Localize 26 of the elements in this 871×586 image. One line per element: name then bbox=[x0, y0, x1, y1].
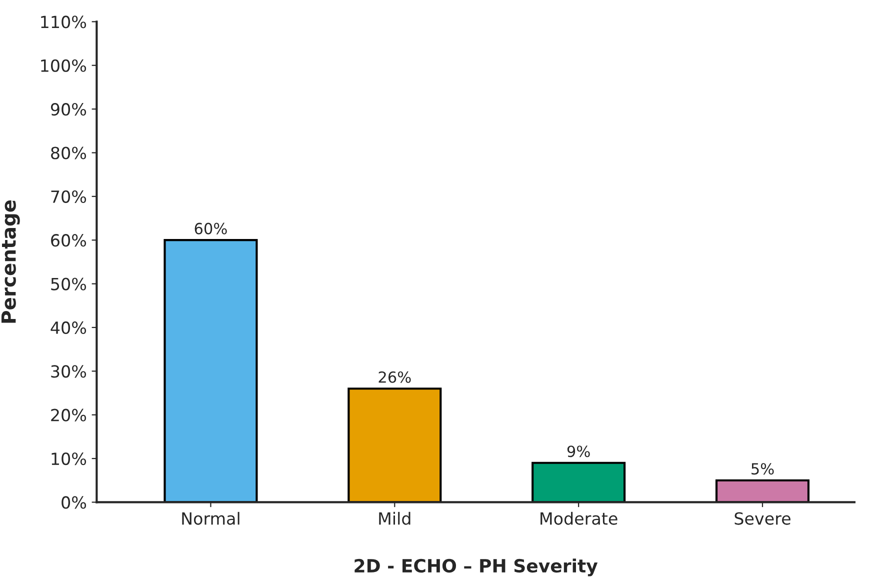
y-tick-label: 50% bbox=[51, 278, 86, 290]
data-label: 60% bbox=[194, 222, 227, 234]
y-tick-label: 80% bbox=[51, 146, 86, 160]
data-label: 26% bbox=[378, 371, 411, 383]
y-tick-label: 70% bbox=[51, 190, 86, 203]
bar bbox=[164, 239, 258, 502]
bar bbox=[715, 479, 810, 502]
data-label: 5% bbox=[752, 463, 774, 475]
y-tick-label: 10% bbox=[52, 452, 86, 466]
y-axis-title: Percentage bbox=[1, 200, 20, 323]
y-tick-label: 60% bbox=[51, 234, 86, 247]
y-tick-label: 0% bbox=[62, 496, 86, 509]
data-label: 9% bbox=[567, 446, 590, 458]
bar bbox=[348, 388, 442, 502]
y-tick-label: 20% bbox=[51, 408, 86, 422]
x-tick-label: Normal bbox=[182, 512, 240, 525]
bar bbox=[532, 462, 626, 502]
y-tick-label: 110% bbox=[41, 16, 86, 28]
x-tick-label: Mild bbox=[379, 512, 410, 525]
y-tick-label: 40% bbox=[50, 321, 86, 334]
y-tick-label: 90% bbox=[50, 103, 86, 116]
x-axis-title: 2D - ECHO – PH Severity bbox=[354, 558, 598, 576]
y-tick-label: 30% bbox=[51, 365, 86, 378]
x-tick-label: Severe bbox=[734, 512, 790, 525]
y-tick-label: 100% bbox=[41, 59, 86, 72]
x-tick-label: Moderate bbox=[540, 512, 618, 525]
